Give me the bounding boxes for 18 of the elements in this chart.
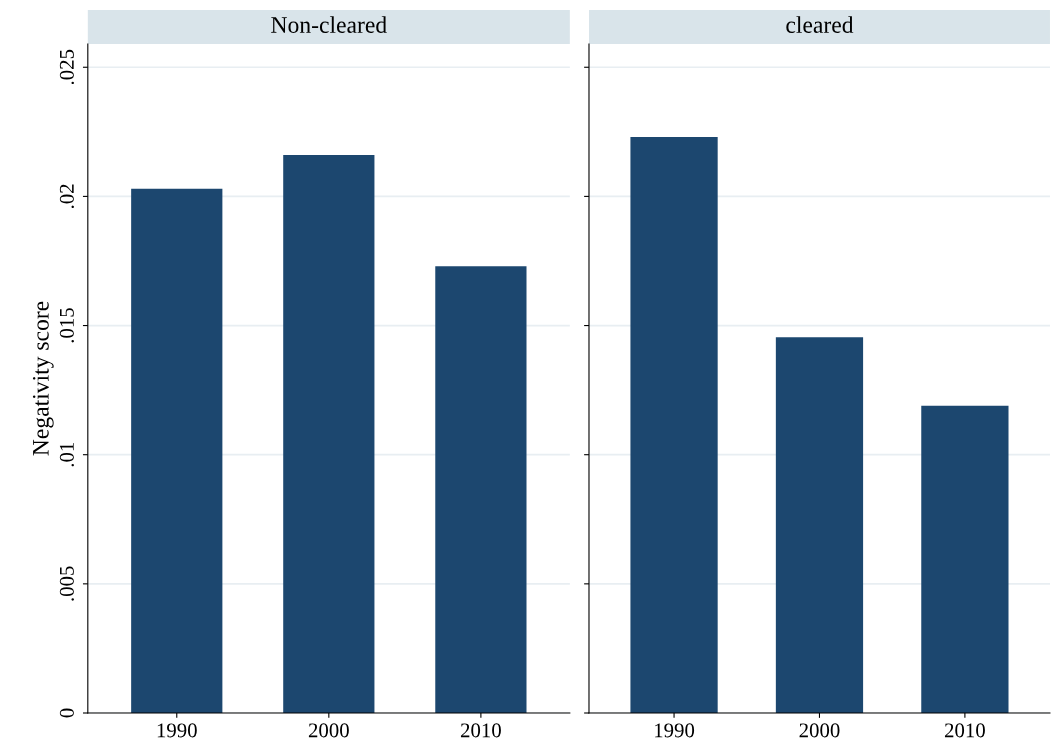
- x-tick-label: 2000: [799, 723, 840, 738]
- x-tick-label: 2000: [308, 723, 349, 738]
- x-tick-label: 2010: [944, 723, 985, 738]
- chart-title: cleared: [786, 16, 854, 33]
- y-tick-label: .01: [59, 442, 74, 467]
- x-tick-label: 1990: [157, 723, 197, 738]
- bar: [435, 266, 527, 713]
- x-tick-label: 2010: [460, 723, 501, 738]
- y-axis-title: Negativity score: [32, 301, 54, 456]
- y-tick-label: .02: [59, 184, 74, 209]
- y-tick-label: .025: [59, 49, 74, 85]
- x-tick-label: 1990: [655, 723, 695, 738]
- y-tick-label: .005: [59, 566, 74, 601]
- bar: [131, 188, 223, 713]
- y-tick-label: .015: [59, 308, 74, 343]
- chart-title: Non-cleared: [271, 16, 387, 33]
- bar: [283, 155, 375, 713]
- y-tick-label: 0: [59, 708, 74, 718]
